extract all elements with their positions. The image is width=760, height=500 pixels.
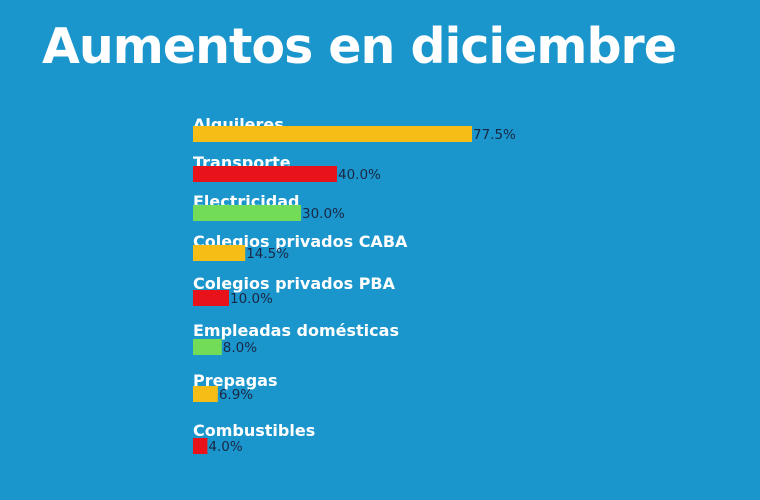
bar xyxy=(193,339,222,355)
category-label: Prepagas xyxy=(193,371,278,390)
category-label: Colegios privados PBA xyxy=(193,274,396,293)
bar xyxy=(193,205,301,221)
bar xyxy=(193,290,229,306)
value-label: 4.0% xyxy=(208,439,242,455)
bar xyxy=(193,166,337,182)
category-label: Colegios privados CABA xyxy=(193,232,408,251)
value-label: 30.0% xyxy=(302,206,345,222)
category-label: Combustibles xyxy=(193,421,315,440)
chart-title: Aumentos en diciembre xyxy=(42,18,677,75)
value-label: 77.5% xyxy=(473,127,516,143)
bar xyxy=(193,245,246,261)
value-label: 10.0% xyxy=(230,291,273,307)
bar xyxy=(193,386,218,402)
value-label: 40.0% xyxy=(338,167,381,183)
value-label: 6.9% xyxy=(219,387,253,403)
value-label: 8.0% xyxy=(223,340,257,356)
bar xyxy=(193,438,208,454)
value-label: 14.5% xyxy=(246,246,289,262)
category-label: Empleadas domésticas xyxy=(193,321,399,340)
bar xyxy=(193,126,472,142)
